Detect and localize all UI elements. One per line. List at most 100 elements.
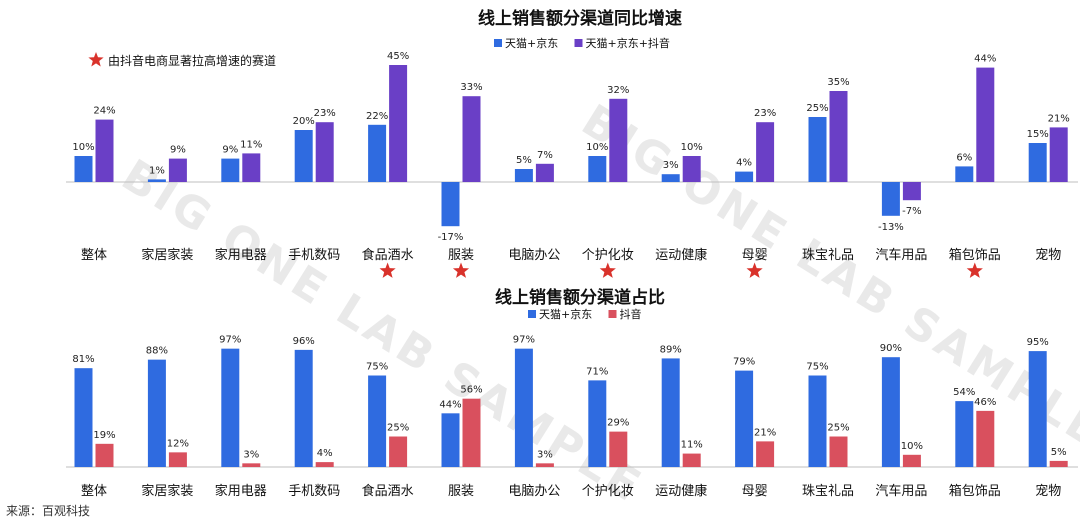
category-label-2-2: 家居家装 — [141, 483, 193, 499]
bar-2-s2-11 — [829, 436, 848, 467]
category-label-2-11: 珠宝礼品 — [802, 483, 854, 499]
bar-1-s1-9 — [661, 174, 680, 182]
category-label-2-3: 家用电器 — [215, 483, 267, 499]
category-label-2-6: 服装 — [448, 484, 474, 499]
bar-1-s2-1 — [95, 119, 114, 182]
data-label-1-s2-11: 35% — [827, 77, 849, 88]
bar-2-s1-10 — [735, 370, 754, 467]
bar-1-s2-2 — [168, 158, 187, 182]
data-label-2-s1-11: 75% — [806, 362, 828, 373]
data-label-1-s2-10: 23% — [754, 108, 776, 119]
bar-2-s2-12 — [902, 454, 921, 467]
bar-2-s2-1 — [95, 443, 114, 467]
data-label-2-s1-1: 81% — [72, 354, 94, 365]
legend-label-2-2: 抖音 — [620, 307, 642, 321]
bar-2-s1-8 — [588, 380, 607, 467]
legend-label-2-1: 天猫+京东 — [539, 307, 592, 321]
data-label-1-s1-10: 4% — [736, 158, 752, 169]
category-label-1-6: 服装 — [448, 248, 474, 263]
data-label-2-s1-7: 97% — [513, 335, 535, 346]
category-label-2-14: 宠物 — [1035, 483, 1061, 499]
category-label-2-12: 汽车用品 — [875, 483, 927, 499]
bar-2-s1-1 — [74, 368, 93, 467]
data-label-2-s2-12: 10% — [901, 441, 923, 452]
data-label-2-s2-1: 19% — [93, 430, 115, 441]
bar-2-s1-3 — [221, 348, 240, 467]
bar-2-s1-12 — [881, 357, 900, 467]
data-label-1-s1-3: 9% — [222, 145, 238, 156]
data-label-1-s1-6: -17% — [438, 232, 464, 243]
category-label-1-1: 整体 — [81, 248, 107, 263]
data-label-2-s1-14: 95% — [1027, 337, 1049, 348]
category-label-2-10: 母婴 — [742, 484, 768, 499]
category-label-1-13: 箱包饰品 — [949, 247, 1001, 263]
bar-1-s1-2 — [147, 179, 166, 182]
bar-2-s2-6 — [462, 398, 481, 467]
data-label-2-s2-2: 12% — [167, 438, 189, 449]
data-label-2-s1-8: 71% — [586, 366, 608, 377]
data-label-1-s2-2: 9% — [170, 145, 186, 156]
data-label-2-s2-11: 25% — [827, 423, 849, 434]
category-label-1-9: 运动健康 — [655, 247, 707, 263]
bar-1-s2-3 — [242, 153, 261, 182]
data-label-1-s1-1: 10% — [72, 142, 94, 153]
data-label-1-s2-3: 11% — [240, 139, 262, 150]
category-label-1-14: 宠物 — [1035, 247, 1061, 263]
legend-swatch-1-1 — [494, 39, 502, 47]
data-label-1-s1-2: 1% — [149, 165, 165, 176]
category-label-1-7: 电脑办公 — [508, 248, 560, 263]
chart-title-2: 线上销售额分渠道占比 — [495, 287, 665, 308]
star-icon-2 — [452, 262, 470, 278]
bar-2-s1-13 — [955, 401, 974, 467]
data-label-2-s1-5: 75% — [366, 362, 388, 373]
category-label-1-11: 珠宝礼品 — [802, 247, 854, 263]
bar-2-s1-14 — [1028, 351, 1047, 467]
data-label-2-s1-13: 54% — [953, 387, 975, 398]
bar-1-s1-3 — [221, 158, 240, 182]
category-label-2-9: 运动健康 — [655, 483, 707, 499]
data-label-2-s2-10: 21% — [754, 427, 776, 438]
category-label-1-4: 手机数码 — [288, 248, 340, 263]
data-label-1-s2-6: 33% — [460, 82, 482, 93]
data-label-1-s2-12: -7% — [902, 206, 921, 217]
bar-1-s2-5 — [389, 65, 408, 182]
data-label-1-s1-8: 10% — [586, 142, 608, 153]
data-label-1-s1-9: 3% — [663, 160, 679, 171]
category-label-1-5: 食品酒水 — [362, 247, 414, 263]
bar-2-s2-3 — [242, 463, 261, 467]
data-label-1-s1-4: 20% — [293, 116, 315, 127]
category-label-1-10: 母婴 — [742, 248, 768, 263]
bar-2-s1-9 — [661, 358, 680, 467]
bar-1-s1-14 — [1028, 143, 1047, 182]
data-label-2-s1-9: 89% — [660, 344, 682, 355]
data-label-2-s2-8: 29% — [607, 418, 629, 429]
data-label-1-s2-8: 32% — [607, 85, 629, 96]
bar-1-s2-13 — [976, 67, 995, 182]
star-icon-4 — [746, 262, 763, 278]
bar-1-s1-4 — [294, 130, 313, 182]
data-label-1-s1-5: 22% — [366, 111, 388, 122]
data-label-1-s1-12: -13% — [878, 222, 904, 233]
bar-1-s2-9 — [682, 156, 701, 182]
data-label-2-s2-7: 3% — [537, 449, 553, 460]
legend-swatch-1-2 — [574, 39, 583, 47]
bar-1-s2-12 — [902, 182, 921, 201]
data-label-2-s2-9: 11% — [681, 440, 703, 451]
bar-1-s2-10 — [756, 122, 775, 182]
bar-1-s1-1 — [74, 156, 93, 182]
star-icon-5 — [966, 262, 983, 278]
category-label-1-2: 家居家装 — [141, 247, 193, 263]
category-label-2-8: 个护化妆 — [582, 484, 634, 499]
data-label-1-s2-5: 45% — [387, 51, 409, 62]
category-label-1-3: 家用电器 — [215, 247, 267, 263]
bar-1-s1-13 — [955, 166, 974, 182]
legend-swatch-2-2 — [608, 310, 617, 318]
data-label-1-s2-1: 24% — [93, 106, 115, 117]
data-label-2-s2-4: 4% — [317, 448, 333, 459]
bar-2-s2-7 — [535, 463, 554, 467]
data-label-2-s2-6: 56% — [460, 385, 482, 396]
data-label-2-s1-10: 79% — [733, 357, 755, 368]
bar-2-s1-7 — [514, 348, 533, 467]
